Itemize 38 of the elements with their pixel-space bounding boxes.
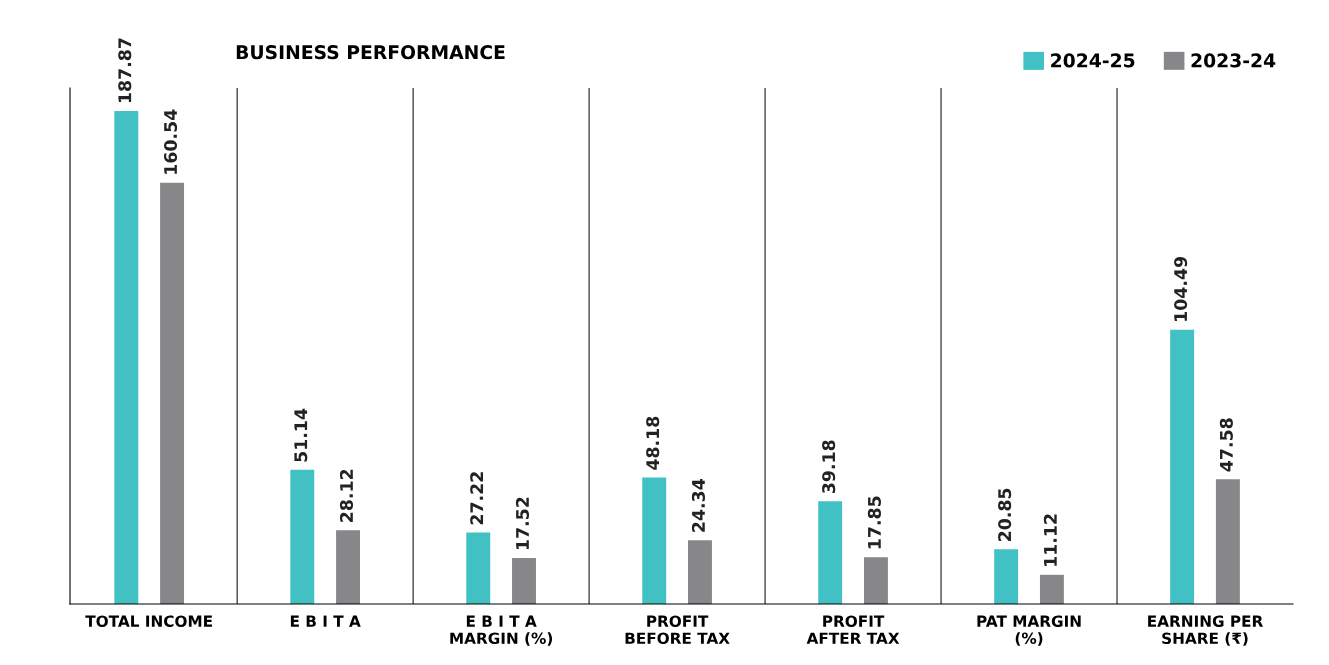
bar xyxy=(114,111,139,604)
bar xyxy=(863,557,888,604)
x-tick-label: PAT MARGIN (%) xyxy=(977,615,1081,646)
bar xyxy=(336,530,360,604)
data-label: 160.54 xyxy=(163,109,178,174)
data-label: 24.34 xyxy=(691,479,706,532)
legend-label: 2023-24 xyxy=(1191,53,1276,68)
data-label: 28.12 xyxy=(339,469,354,522)
data-label: 104.49 xyxy=(1174,256,1188,321)
data-label: 11.12 xyxy=(1043,514,1057,566)
data-label: 48.18 xyxy=(646,416,660,470)
data-label: 39.18 xyxy=(822,440,836,494)
x-tick-label: PROFIT AFTER TAX xyxy=(806,615,900,644)
data-label: 17.52 xyxy=(515,497,530,550)
bar xyxy=(1170,329,1195,604)
bar xyxy=(688,540,712,604)
x-tick-label: PROFIT BEFORE TAX xyxy=(625,615,730,645)
data-label: 17.85 xyxy=(867,496,881,549)
legend-label: 2024-25 xyxy=(1051,53,1135,68)
bar xyxy=(994,549,1019,604)
x-tick-label: E B I T A MARGIN (%) xyxy=(450,615,553,646)
bar xyxy=(466,532,491,604)
x-tick-label: E B I T A xyxy=(290,615,361,627)
bar xyxy=(160,182,185,604)
x-tick-label: EARNING PER SHARE (₹) xyxy=(1148,615,1263,646)
chart-title: BUSINESS PERFORMANCE xyxy=(236,45,505,60)
bar xyxy=(290,469,315,604)
bar xyxy=(1039,574,1064,604)
bar xyxy=(642,477,667,604)
bar xyxy=(512,558,536,604)
data-label: 187.87 xyxy=(118,38,132,103)
data-label: 51.14 xyxy=(294,408,308,462)
data-label: 47.58 xyxy=(1219,418,1233,472)
x-tick-label: TOTAL INCOME xyxy=(85,615,212,627)
data-label: 27.22 xyxy=(470,472,484,525)
bar xyxy=(818,501,843,604)
data-label: 20.85 xyxy=(998,488,1012,541)
bar xyxy=(1215,479,1240,604)
